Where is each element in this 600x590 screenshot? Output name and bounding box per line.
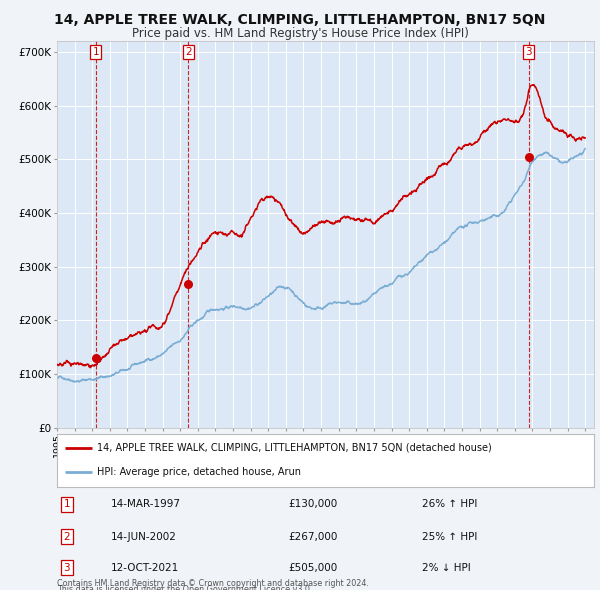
Text: £267,000: £267,000 xyxy=(288,532,337,542)
Text: Contains HM Land Registry data © Crown copyright and database right 2024.: Contains HM Land Registry data © Crown c… xyxy=(57,579,369,588)
Text: 2% ↓ HPI: 2% ↓ HPI xyxy=(422,563,471,573)
Text: 2: 2 xyxy=(64,532,70,542)
Text: £130,000: £130,000 xyxy=(288,499,337,509)
Text: 14-MAR-1997: 14-MAR-1997 xyxy=(111,499,181,509)
Text: 14, APPLE TREE WALK, CLIMPING, LITTLEHAMPTON, BN17 5QN (detached house): 14, APPLE TREE WALK, CLIMPING, LITTLEHAM… xyxy=(97,443,492,453)
Text: 12-OCT-2021: 12-OCT-2021 xyxy=(111,563,179,573)
Text: 3: 3 xyxy=(525,47,532,57)
Text: This data is licensed under the Open Government Licence v3.0.: This data is licensed under the Open Gov… xyxy=(57,585,313,590)
Text: Price paid vs. HM Land Registry's House Price Index (HPI): Price paid vs. HM Land Registry's House … xyxy=(131,27,469,40)
Text: £505,000: £505,000 xyxy=(288,563,337,573)
Text: 26% ↑ HPI: 26% ↑ HPI xyxy=(422,499,478,509)
Text: 14-JUN-2002: 14-JUN-2002 xyxy=(111,532,176,542)
Text: 3: 3 xyxy=(64,563,70,573)
Text: 1: 1 xyxy=(92,47,99,57)
Text: 25% ↑ HPI: 25% ↑ HPI xyxy=(422,532,478,542)
Text: 2: 2 xyxy=(185,47,191,57)
Text: 14, APPLE TREE WALK, CLIMPING, LITTLEHAMPTON, BN17 5QN: 14, APPLE TREE WALK, CLIMPING, LITTLEHAM… xyxy=(55,13,545,27)
Text: HPI: Average price, detached house, Arun: HPI: Average price, detached house, Arun xyxy=(97,467,301,477)
Text: 1: 1 xyxy=(64,499,70,509)
